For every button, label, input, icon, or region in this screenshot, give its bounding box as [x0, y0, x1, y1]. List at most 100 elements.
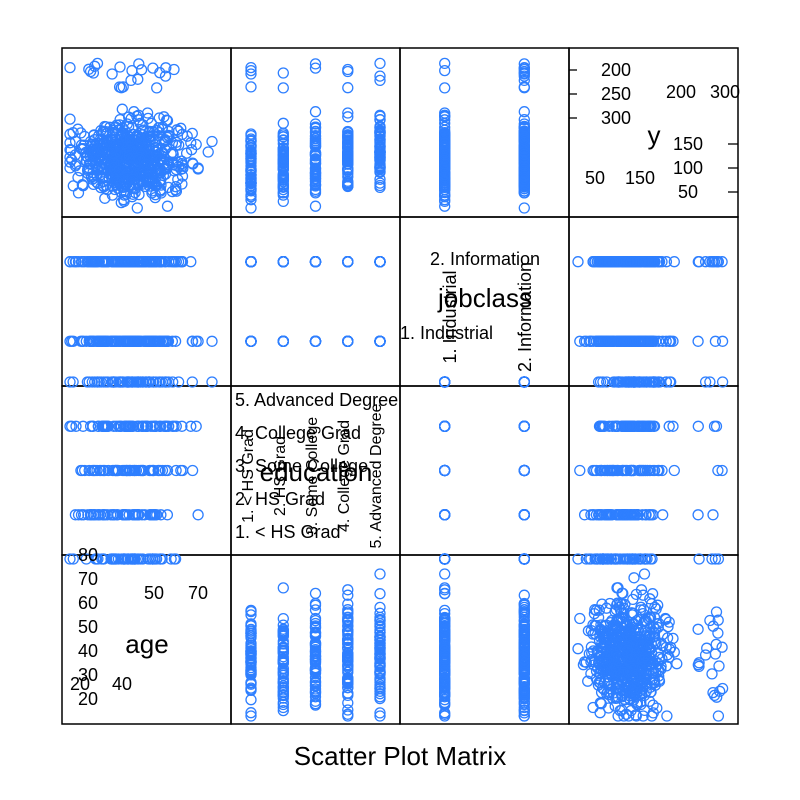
- scatter-point: [186, 335, 199, 347]
- scatter-point: [185, 144, 198, 156]
- scatter-point: [518, 146, 530, 158]
- scatter-point: [342, 704, 354, 716]
- scatter-point: [709, 335, 722, 347]
- scatter-point: [64, 256, 76, 268]
- scatter-point: [245, 172, 257, 184]
- scatter-point: [374, 74, 386, 87]
- scatter-point: [134, 376, 147, 388]
- scatter-point: [374, 57, 386, 70]
- scatter-point: [374, 710, 386, 722]
- scatter-point: [91, 376, 104, 388]
- scatter-point: [599, 662, 611, 675]
- scatter-point: [587, 464, 599, 477]
- scatter-point: [277, 195, 289, 208]
- scatter-panel: [245, 256, 386, 347]
- scatter-point: [176, 178, 188, 190]
- scatter-point: [657, 509, 669, 521]
- scatter-point: [439, 140, 451, 152]
- scatter-point: [518, 420, 530, 432]
- scatter-point: [342, 607, 354, 620]
- scatter-point: [245, 694, 257, 706]
- axis-tick-label: 50: [678, 182, 698, 202]
- axis-tick-label: 20: [78, 689, 98, 709]
- scatter-point: [374, 161, 386, 174]
- axis-tick-label: 4. College Grad: [235, 423, 361, 443]
- scatter-point: [601, 647, 613, 660]
- scatter-point: [439, 622, 451, 634]
- scatter-point: [616, 420, 628, 432]
- axis-tick-label: 80: [78, 545, 98, 565]
- scatter-point: [277, 684, 289, 696]
- scatter-point: [667, 420, 679, 432]
- scatter-point: [145, 509, 158, 521]
- axis-tick-label: 1. < HS Grad: [235, 522, 341, 542]
- panel-frame: [230, 216, 401, 387]
- axis-tick-label: 2. Information: [515, 262, 535, 372]
- scatter-point: [614, 256, 626, 268]
- scatter-point: [175, 122, 187, 134]
- axis-tick-label: 40: [112, 674, 132, 694]
- scatter-point: [439, 176, 451, 189]
- scatter-point: [611, 509, 623, 521]
- scatter-point: [603, 509, 615, 521]
- scatter-point: [109, 553, 121, 565]
- scatter-point: [648, 464, 661, 477]
- scatter-point: [143, 464, 156, 477]
- scatter-point: [645, 420, 657, 432]
- scatter-point: [309, 256, 322, 268]
- scatter-point: [131, 110, 143, 122]
- scatter-point: [126, 173, 139, 185]
- scatter-point: [277, 666, 289, 679]
- scatter-point: [612, 655, 625, 667]
- scatter-point: [636, 509, 649, 521]
- scatter-point: [126, 420, 138, 432]
- scatter-point: [245, 134, 257, 147]
- scatter-point: [147, 376, 160, 388]
- scatter-point: [120, 132, 133, 144]
- scatter-point: [628, 688, 640, 700]
- scatter-point: [108, 157, 120, 169]
- scatter-point: [716, 641, 728, 653]
- scatter-point: [631, 676, 643, 689]
- scatter-point: [277, 582, 289, 594]
- scatter-point: [619, 694, 631, 706]
- scatter-point: [621, 464, 633, 477]
- scatter-point: [172, 125, 185, 137]
- scatter-point: [611, 582, 623, 594]
- scatter-point: [149, 134, 162, 146]
- scatter-point: [206, 135, 218, 148]
- scatter-point: [374, 707, 386, 719]
- scatter-point: [599, 639, 611, 651]
- axis-tick-label: 200: [601, 60, 631, 80]
- scatter-point: [135, 464, 147, 477]
- scatter-point: [160, 376, 173, 388]
- scatter-point: [309, 587, 322, 600]
- scatter-point: [572, 256, 584, 268]
- scatter-point: [206, 376, 218, 388]
- scatter-point: [518, 176, 530, 188]
- scatter-point: [170, 181, 182, 193]
- scatter-point: [518, 63, 530, 76]
- scatter-point: [110, 171, 123, 183]
- scatter-point: [245, 707, 257, 719]
- scatter-point: [518, 81, 530, 93]
- scatter-point: [632, 553, 645, 565]
- scatter-point: [153, 256, 165, 268]
- scatter-point: [277, 149, 289, 161]
- scatter-point: [663, 420, 675, 432]
- chart-marks: [61, 47, 739, 725]
- scatter-point: [149, 176, 161, 189]
- scatter-point: [634, 335, 646, 347]
- scatter-point: [518, 509, 530, 521]
- scatter-point: [712, 553, 725, 565]
- scatter-point: [518, 599, 530, 611]
- scatter-point: [650, 667, 662, 680]
- scatter-point: [518, 143, 530, 155]
- scatter-point: [439, 625, 451, 637]
- scatter-point: [518, 106, 530, 118]
- scatter-point: [156, 121, 169, 133]
- scatter-point: [175, 464, 187, 477]
- scatter-point: [439, 124, 451, 136]
- scatter-point: [135, 138, 147, 151]
- scatter-point: [439, 149, 451, 161]
